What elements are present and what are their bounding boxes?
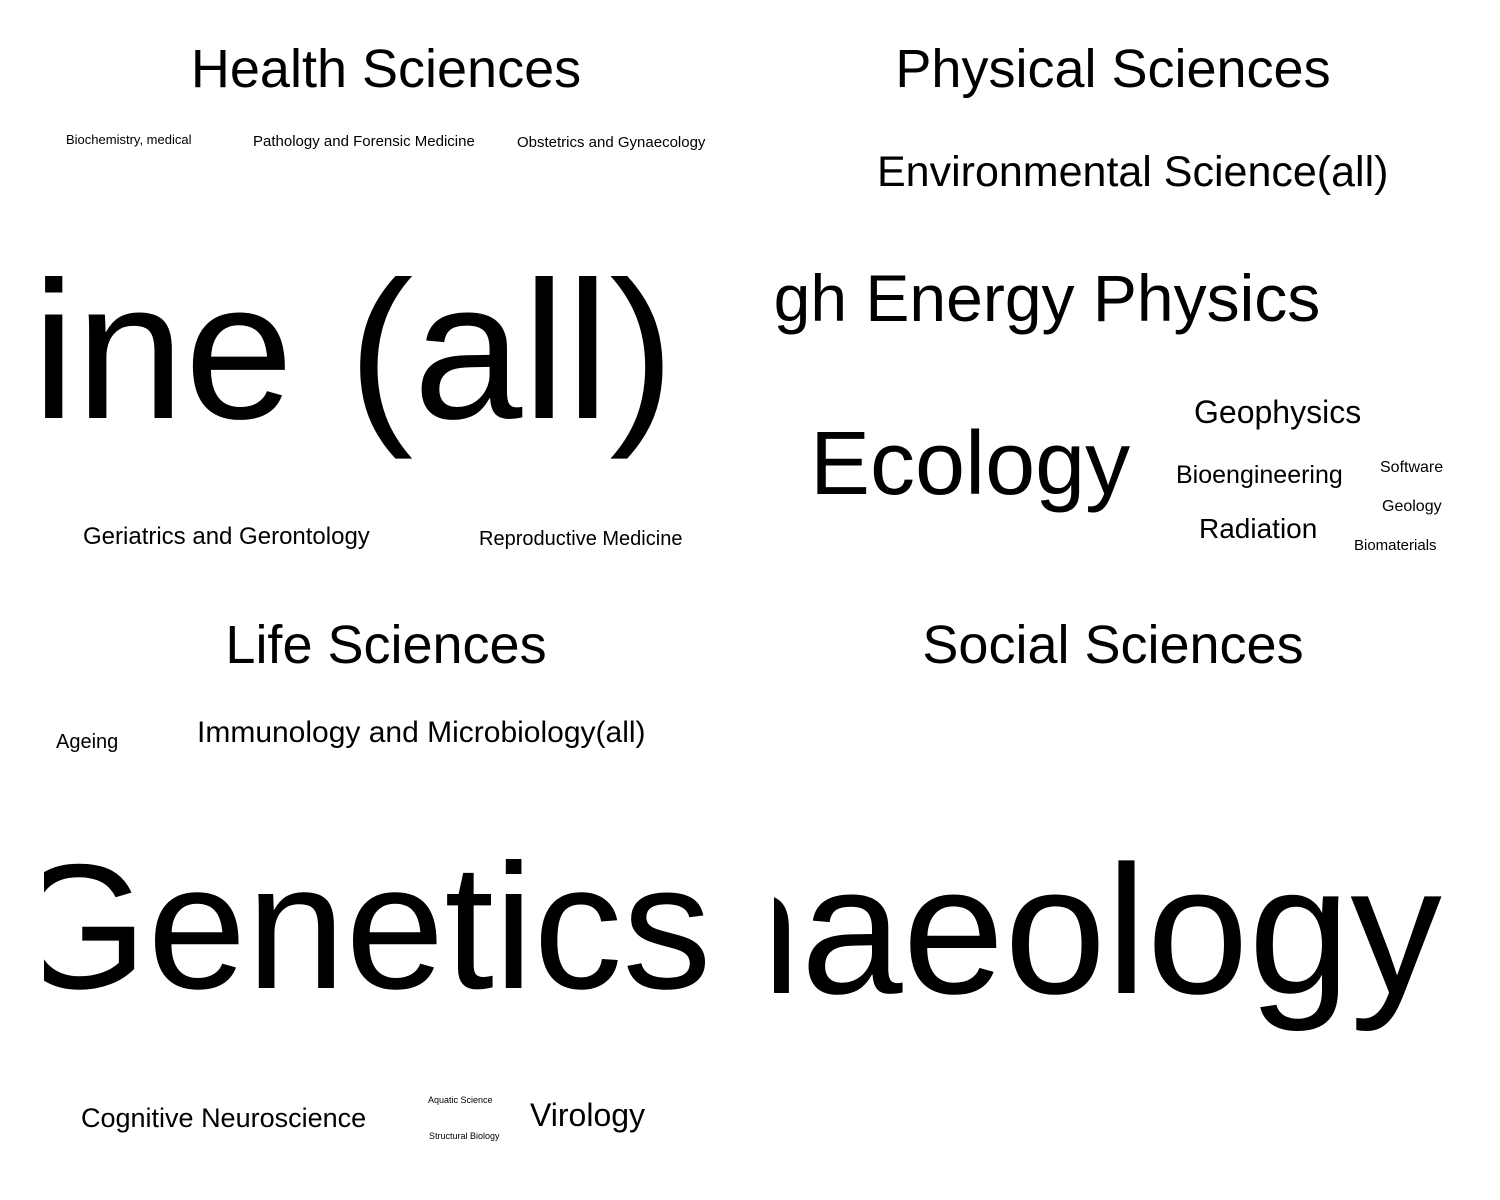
word: Geophysics bbox=[1194, 394, 1362, 430]
word: Obstetrics and Gynaecology bbox=[517, 134, 706, 151]
word: Aquatic Science bbox=[428, 1095, 493, 1105]
word: Genetics bbox=[44, 827, 712, 1026]
word: Ageing bbox=[56, 731, 119, 753]
panel-title-health: Health Sciences bbox=[190, 39, 582, 99]
word: Bioengineering bbox=[1176, 461, 1343, 489]
word: Biochemistry, medical bbox=[66, 132, 192, 147]
panel-title-physical: Physical Sciences bbox=[895, 39, 1331, 99]
word: Radiation bbox=[1199, 513, 1318, 544]
word: Structural Biology bbox=[429, 1131, 500, 1141]
word-cloud-life: Ageing Immunology and Microbiology(all) … bbox=[44, 700, 724, 1170]
word: Ecology bbox=[810, 414, 1131, 514]
word: igh Energy Physics bbox=[774, 261, 1321, 335]
word-cloud-physical: Environmental Science(all) igh Energy Ph… bbox=[774, 120, 1464, 570]
word: Geology bbox=[1382, 498, 1442, 515]
word: Environmental Science(all) bbox=[877, 148, 1389, 196]
word: Cognitive Neuroscience bbox=[81, 1103, 367, 1133]
word-cloud-health: Biochemistry, medical Pathology and Fore… bbox=[44, 120, 724, 570]
word: ine (all) bbox=[44, 241, 675, 460]
word: Geriatrics and Gerontology bbox=[83, 523, 370, 550]
word: Reproductive Medicine bbox=[479, 528, 683, 550]
word: Virology bbox=[530, 1097, 646, 1133]
word: haeology bbox=[774, 827, 1442, 1032]
word: Software bbox=[1380, 459, 1444, 476]
word: Immunology and Microbiology(all) bbox=[197, 716, 646, 749]
word: Pathology and Forensic Medicine bbox=[253, 133, 475, 150]
word: Biomaterials bbox=[1354, 537, 1437, 554]
panel-title-social: Social Sciences bbox=[922, 615, 1304, 675]
word-cloud-social: haeology bbox=[774, 700, 1464, 1170]
panel-title-life: Life Sciences bbox=[225, 615, 547, 675]
